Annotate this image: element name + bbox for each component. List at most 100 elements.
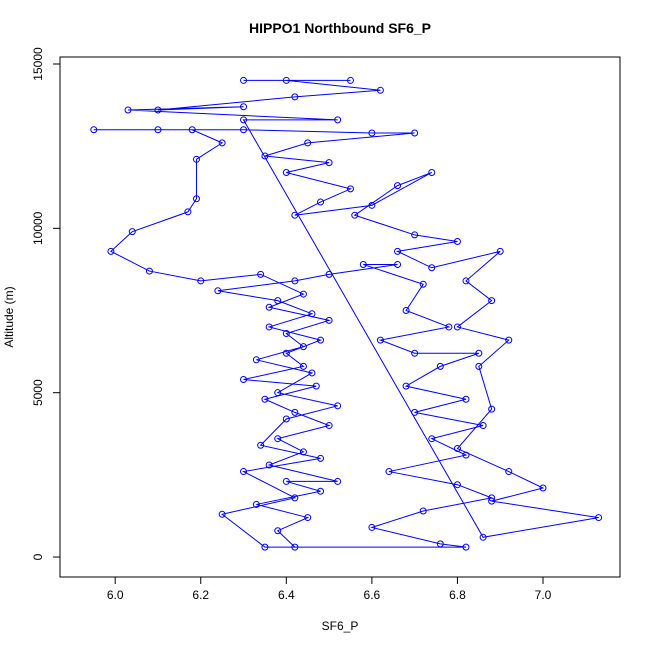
data-point [428,264,436,272]
data-point [445,323,453,331]
x-tick-label: 6.2 [192,588,209,602]
data-point [240,116,248,124]
data-point [261,395,269,403]
data-point [334,116,342,124]
data-point [240,126,248,134]
data-point [488,297,496,305]
data-point [184,208,192,216]
data-point [411,408,419,416]
data-point [462,395,470,403]
data-point [488,494,496,502]
data-point [265,323,273,331]
data-point [291,543,299,551]
data-point [240,76,248,84]
data-point [428,435,436,443]
y-tick-label: 5000 [31,379,45,406]
data-point [304,139,312,147]
data-point [376,86,384,94]
data-point [240,376,248,384]
data-point [291,494,299,502]
data-point [317,198,325,206]
data-point [218,139,226,147]
x-tick-label: 6.6 [364,588,381,602]
data-point [282,76,290,84]
y-tick-label: 0 [31,553,45,560]
data-point [368,201,376,209]
data-point [274,527,282,535]
data-point [188,126,196,134]
data-point [411,129,419,137]
data-point [595,514,603,522]
chart-title: HIPPO1 Northbound SF6_P [249,20,431,36]
data-point [291,408,299,416]
data-point [462,277,470,285]
data-point [154,126,162,134]
data-point [436,540,444,548]
data-point [145,267,153,275]
data-point [475,362,483,370]
data-point [299,362,307,370]
data-point [411,231,419,239]
data-point [402,307,410,315]
x-tick-label: 6.4 [278,588,295,602]
data-point [265,461,273,469]
data-point [90,126,98,134]
data-point [257,441,265,449]
data-point [291,211,299,219]
data-point [282,415,290,423]
plot-frame [59,56,621,578]
data-point [291,93,299,101]
data-point [419,280,427,288]
data-point [291,277,299,285]
x-tick-label: 6.8 [449,588,466,602]
data-point [312,382,320,390]
data-point [376,336,384,344]
data-point [325,316,333,324]
data-point [359,260,367,268]
data-point [419,507,427,515]
data-point [304,514,312,522]
data-point [385,468,393,476]
y-tick-label: 15000 [31,47,45,81]
data-point [505,336,513,344]
data-point [479,533,487,541]
data-point [261,152,269,160]
data-point [282,168,290,176]
data-point [274,297,282,305]
data-point [240,103,248,111]
data-point [394,260,402,268]
data-point [428,168,436,176]
data-point [351,211,359,219]
data-point [325,270,333,278]
data-point [368,129,376,137]
y-axis-label: Altitude (m) [2,286,16,347]
data-point [124,106,132,114]
data-point [154,106,162,114]
data-point [317,487,325,495]
data-point [317,336,325,344]
data-point [192,195,200,203]
data-point [453,445,461,453]
data-point [453,481,461,489]
data-point [308,369,316,377]
data-point [334,402,342,410]
data-point [488,497,496,505]
data-point [299,290,307,298]
data-point [488,405,496,413]
data-point [394,182,402,190]
data-point [475,349,483,357]
data-point [192,155,200,163]
data-point [299,343,307,351]
data-point [505,468,513,476]
data-point [274,389,282,397]
x-tick-label: 7.0 [535,588,552,602]
data-point [282,349,290,357]
data-point [107,247,115,255]
y-tick-label: 10000 [31,211,45,245]
data-point [274,435,282,443]
data-point [394,247,402,255]
data-point [240,468,248,476]
data-point [299,448,307,456]
